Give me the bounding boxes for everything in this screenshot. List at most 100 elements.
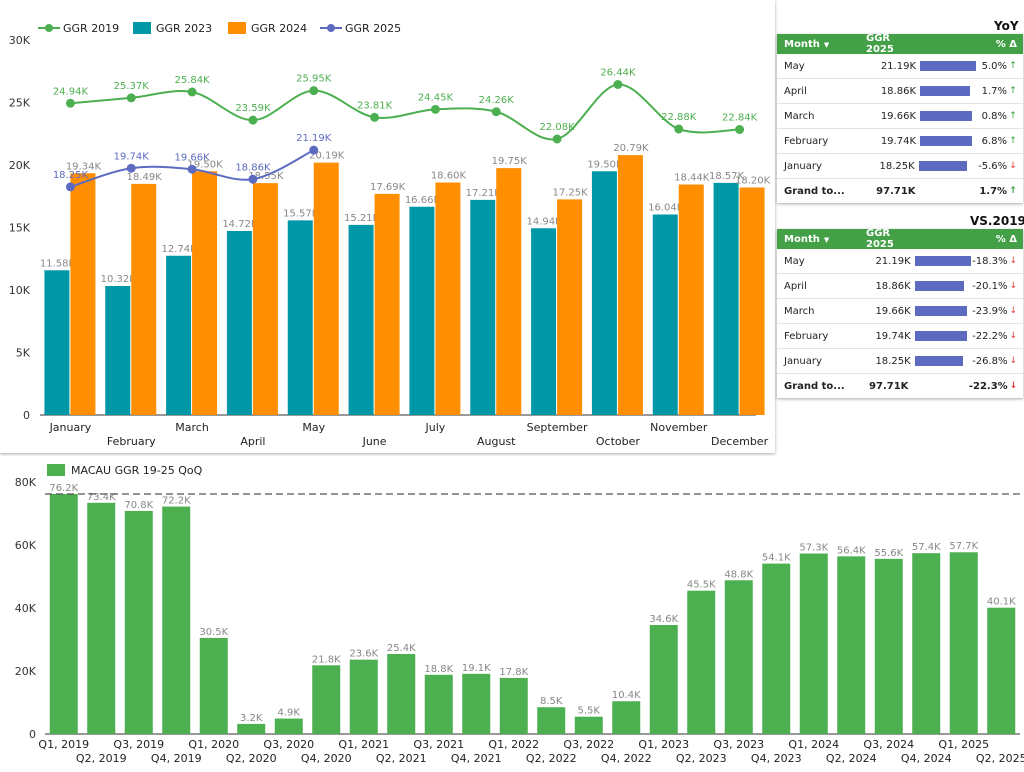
table-row[interactable]: April 18.86K -20.1% ↓ [777, 274, 1023, 299]
bar-quarter [987, 607, 1016, 734]
x-tick-label: Q1, 2025 [938, 738, 989, 751]
ggr-bar-cell [918, 104, 980, 128]
x-tick-label: July [425, 421, 446, 434]
data-label: 70.8K [124, 500, 153, 511]
arrow-up-icon: ↑ [1009, 86, 1017, 96]
ggr-cell: 19.74K [880, 135, 916, 147]
ggr-bar-cell [918, 54, 980, 78]
data-label: 76.2K [49, 483, 78, 494]
bar-ggr-2023 [713, 182, 739, 415]
ggr-cell: 18.25K [879, 160, 915, 172]
pct-cell: 1.7% [981, 85, 1007, 97]
line-point [613, 80, 623, 89]
x-tick-label: December [711, 435, 769, 448]
bar-ggr-2024 [435, 182, 461, 415]
ggr-column-header[interactable]: GGR 2025 [866, 228, 894, 250]
pct-column-header[interactable]: % Δ [995, 38, 1017, 50]
line-point [552, 134, 562, 144]
month-cell: February [784, 330, 829, 342]
y-tick-label: 60K [15, 539, 37, 552]
arrow-down-icon: ↓ [1009, 381, 1018, 391]
table-row[interactable]: March 19.66K -23.9% ↓ [777, 299, 1023, 324]
bar-quarter [612, 701, 641, 734]
data-label: 22.08K [539, 122, 575, 133]
x-tick-label: March [175, 421, 209, 434]
bar-quarter [762, 563, 791, 734]
bar-quarter [912, 553, 941, 734]
table-row[interactable]: February 19.74K -22.2% ↓ [777, 324, 1023, 349]
y-tick-label: 30K [9, 34, 31, 47]
line-point [430, 104, 440, 114]
ggr-cell: 21.19K [875, 255, 911, 267]
pct-cell: 1.7% [979, 185, 1008, 197]
month-column-header[interactable]: Month ▼ [784, 38, 830, 50]
month-column-header[interactable]: Month ▼ [784, 233, 830, 245]
ggr-bar [914, 356, 963, 366]
table-row[interactable]: January 18.25K -26.8% ↓ [777, 349, 1023, 374]
sort-down-icon[interactable]: ▼ [823, 235, 830, 244]
bar-quarter [124, 510, 153, 734]
x-tick-label: February [107, 435, 156, 448]
month-cell: Grand to... [784, 380, 845, 392]
bar-quarter [462, 673, 491, 734]
data-label: 12.74K [161, 244, 197, 255]
ggr-bar-cell [913, 274, 972, 298]
yoy-title: YoY [994, 19, 1019, 33]
x-tick-label: May [302, 421, 325, 434]
data-label: 20.19K [309, 151, 345, 162]
bar-ggr-2023 [287, 220, 313, 415]
line-point [370, 112, 380, 122]
line-point [187, 164, 197, 174]
arrow-up-icon: ↑ [1009, 61, 1017, 71]
data-label: 72.2K [162, 496, 191, 507]
table-row[interactable]: April 18.86K 1.7% ↑ [777, 79, 1023, 104]
bar-quarter [274, 718, 303, 734]
bar-quarter [537, 707, 566, 734]
bar-ggr-2024 [678, 184, 704, 415]
table-total-row[interactable]: Grand to... 97.71K -22.3% ↓ [777, 374, 1023, 398]
pct-cell: -22.3% [968, 380, 1008, 392]
data-label: 19.75K [492, 156, 528, 167]
bar-ggr-2023 [105, 286, 131, 415]
arrow-up-icon: ↑ [1009, 136, 1017, 146]
bar-quarter [49, 493, 78, 734]
vs2019-table: Month ▼ GGR 2025 % Δ May 21.19K -18.3% ↓ Apri… [777, 228, 1023, 398]
bar-ggr-2024 [739, 187, 765, 415]
y-tick-label: 25K [9, 97, 31, 110]
data-label: 56.4K [837, 545, 866, 556]
pct-cell: 5.0% [981, 60, 1007, 72]
x-tick-label: April [240, 435, 265, 448]
y-tick-label: 15K [9, 222, 31, 235]
data-label: 19.66K [174, 152, 210, 163]
x-tick-label: Q2, 2024 [826, 752, 877, 765]
month-cell: April [784, 280, 807, 292]
ggr-cell: 18.86K [880, 85, 916, 97]
ggr-cell: 18.86K [875, 280, 911, 292]
month-cell: March [784, 110, 815, 122]
ggr-column-header[interactable]: GGR 2025 [866, 33, 894, 55]
sort-down-icon[interactable]: ▼ [823, 40, 830, 49]
x-tick-label: Q2, 2021 [376, 752, 427, 765]
table-row[interactable]: January 18.25K -5.6% ↓ [777, 154, 1023, 179]
table-row[interactable]: May 21.19K -18.3% ↓ [777, 249, 1023, 274]
x-tick-label: November [650, 421, 708, 434]
data-label: 19.50K [587, 159, 623, 170]
pct-column-header[interactable]: % Δ [995, 233, 1017, 245]
x-tick-label: Q1, 2019 [38, 738, 89, 751]
line-point [248, 115, 258, 125]
data-label: 19.1K [462, 663, 491, 674]
table-row[interactable]: February 19.74K 6.8% ↑ [777, 129, 1023, 154]
table-total-row[interactable]: Grand to... 97.71K 1.7% ↑ [777, 179, 1023, 203]
data-label: 18.55K [248, 171, 284, 182]
arrow-up-icon: ↑ [1009, 186, 1017, 196]
data-label: 17.8K [499, 667, 528, 678]
data-label: 25.84K [174, 75, 210, 86]
table-row[interactable]: May 21.19K 5.0% ↑ [777, 54, 1023, 79]
x-tick-label: Q2, 2023 [676, 752, 727, 765]
table-row[interactable]: March 19.66K 0.8% ↑ [777, 104, 1023, 129]
y-tick-label: 0 [29, 728, 36, 741]
x-tick-label: Q1, 2020 [188, 738, 239, 751]
ggr-bar [914, 306, 967, 316]
bar-ggr-2024 [192, 171, 218, 415]
bar-ggr-2024 [496, 168, 522, 415]
